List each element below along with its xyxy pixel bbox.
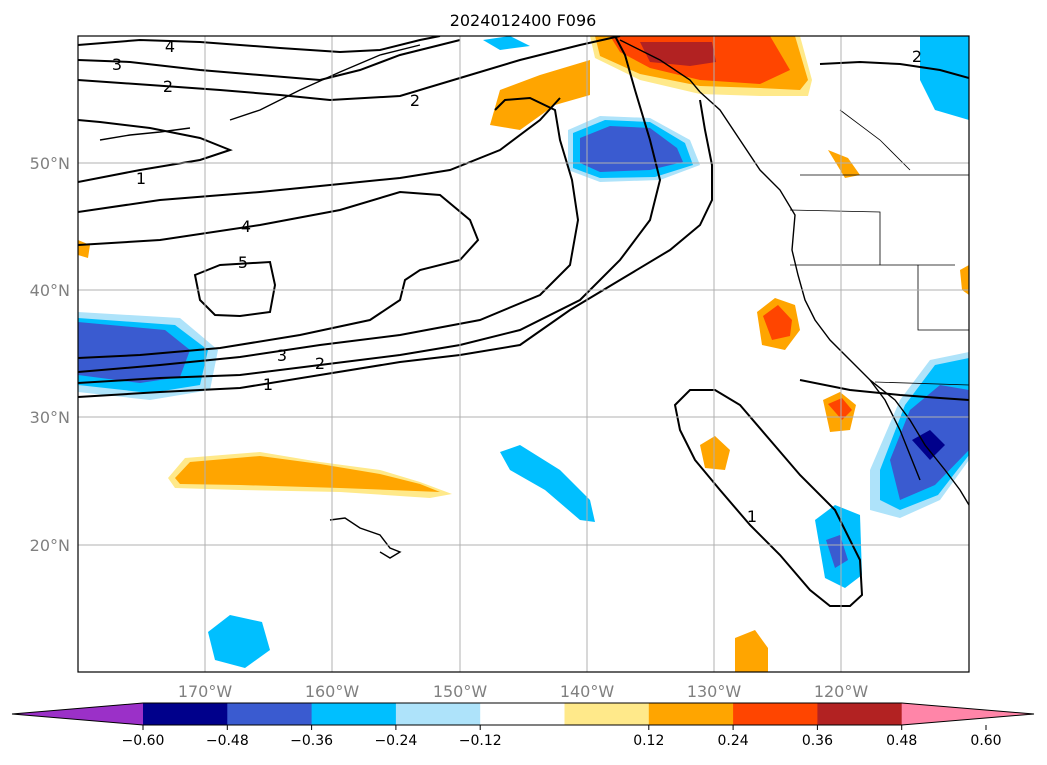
contour-label: 1 <box>136 169 146 188</box>
lon-label: 120°W <box>814 682 869 701</box>
colorbar-segment <box>733 703 818 725</box>
colorbar-segment <box>395 703 481 725</box>
contour-label: 2 <box>315 354 325 373</box>
lon-label: 140°W <box>560 682 615 701</box>
colorbar-tick-label: 0.48 <box>886 733 917 749</box>
colorbar-extend-high <box>901 703 1034 725</box>
colorbar-tick-label: −0.60 <box>122 733 165 749</box>
latitude-labels: 50°N 40°N 30°N 20°N <box>30 154 70 555</box>
contour-label: 3 <box>277 346 287 365</box>
lon-label: 150°W <box>433 682 488 701</box>
colorbar-segment <box>227 703 313 725</box>
colorbar-segment <box>648 703 734 725</box>
lon-label: 170°W <box>178 682 233 701</box>
longitude-labels: 170°W 160°W 150°W 140°W 130°W 120°W <box>178 682 869 701</box>
colorbar: −0.60 −0.48 −0.36 −0.24 −0.12 0.12 0.24 0.36 0.4… <box>11 702 1035 749</box>
contour-label: 3 <box>112 55 122 74</box>
colorbar-tick-label: −0.12 <box>459 733 502 749</box>
negative-anomaly-central <box>500 445 595 522</box>
contour-label-group: 4 3 2 2 1 4 5 3 2 1 1 2 <box>112 37 922 526</box>
map-area: 4 3 2 2 1 4 5 3 2 1 1 2 <box>78 36 969 672</box>
colorbar-tick-label: −0.48 <box>206 733 249 749</box>
colorbar-tick-label: 0.12 <box>633 733 664 749</box>
lat-label: 50°N <box>30 154 70 173</box>
lat-label: 20°N <box>30 536 70 555</box>
colorbar-segment <box>564 703 650 725</box>
gridlines <box>78 36 969 672</box>
colorbar-tick-label: 0.24 <box>718 733 749 749</box>
negative-anomaly-ne <box>920 36 969 120</box>
contour-label: 4 <box>165 37 175 56</box>
colorbar-tick-label: 0.60 <box>970 733 1001 749</box>
colorbar-segment <box>480 703 565 725</box>
contour-label: 2 <box>410 91 420 110</box>
lon-label: 160°W <box>305 682 360 701</box>
contour-label: 4 <box>241 217 251 236</box>
lat-label: 30°N <box>30 408 70 427</box>
contour-label: 5 <box>238 253 248 272</box>
colorbar-tick-label: −0.24 <box>374 733 417 749</box>
lat-label: 40°N <box>30 281 70 300</box>
figure-title: 2024012400 F096 <box>450 11 597 30</box>
contour-label: 1 <box>263 375 273 394</box>
contour-label: 1 <box>747 507 757 526</box>
map-frame <box>77 35 970 673</box>
colorbar-tick-label: −0.36 <box>290 733 333 749</box>
lon-label: 130°W <box>687 682 742 701</box>
colorbar-tick-label: 0.36 <box>802 733 833 749</box>
contour-label: 2 <box>912 47 922 66</box>
colorbar-segment <box>143 703 228 725</box>
colorbar-segment <box>311 703 397 725</box>
colorbar-extend-low <box>12 703 143 725</box>
colorbar-segment <box>817 703 903 725</box>
contour-label: 2 <box>163 77 173 96</box>
